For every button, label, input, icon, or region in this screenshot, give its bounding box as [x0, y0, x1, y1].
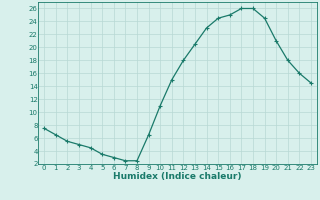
X-axis label: Humidex (Indice chaleur): Humidex (Indice chaleur) — [113, 172, 242, 181]
